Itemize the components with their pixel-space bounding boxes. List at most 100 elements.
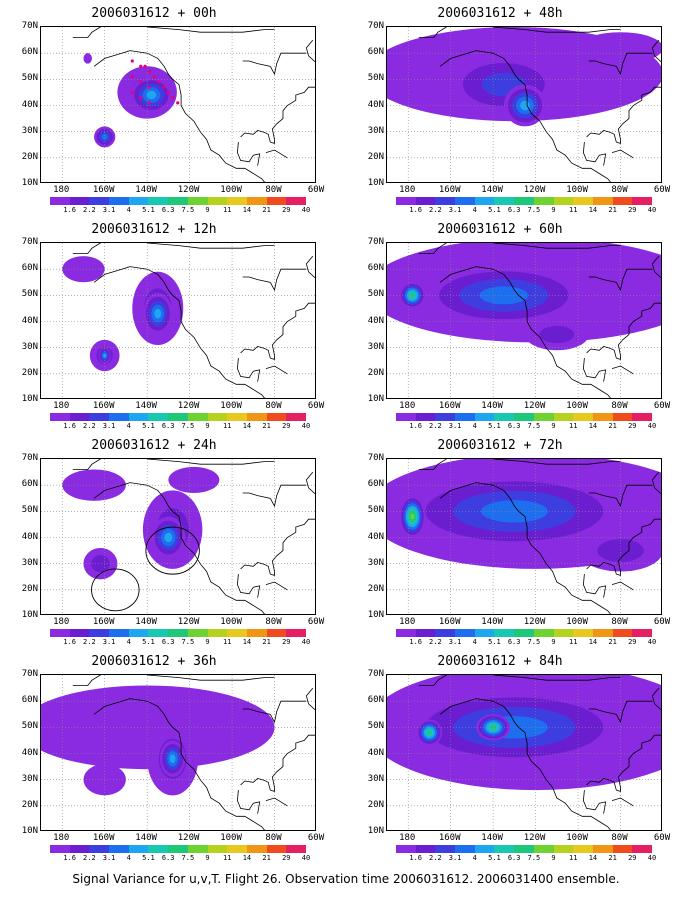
colorbar-segment xyxy=(573,413,594,421)
colorbar-segment xyxy=(592,413,613,421)
variance-shading xyxy=(481,500,548,523)
colorbar-label: 6.3 xyxy=(161,638,175,646)
coastline xyxy=(439,482,611,614)
colorbar-label: 40 xyxy=(647,422,657,430)
colorbar-segment xyxy=(514,413,535,421)
coastline xyxy=(418,243,447,254)
lon-tick-label: 160W xyxy=(438,401,461,411)
lon-tick-label: 120W xyxy=(177,401,200,411)
colorbar-segment xyxy=(494,413,515,421)
colorbar-label: 6.3 xyxy=(507,206,521,214)
lon-tick-label: 140W xyxy=(135,617,157,627)
lat-tick-label: 40N xyxy=(367,315,384,326)
lat-tick-label: 10N xyxy=(21,826,38,836)
variance-map xyxy=(41,243,315,398)
variance-shading xyxy=(597,539,644,563)
lat-tick-label: 20N xyxy=(21,583,38,594)
coastline xyxy=(72,27,101,38)
lon-tick-label: 100W xyxy=(566,617,588,627)
lon-tick-label: 160W xyxy=(92,401,115,411)
lat-tick-label: 20N xyxy=(367,151,384,162)
observation-point xyxy=(143,64,147,68)
variance-shading xyxy=(490,725,496,730)
colorbar-label: 3.1 xyxy=(102,854,116,862)
map-area xyxy=(386,674,662,831)
coastline xyxy=(586,734,661,792)
colorbar-label: 40 xyxy=(301,638,311,646)
colorbar-label: 3.1 xyxy=(448,854,462,862)
colorbar-label: 40 xyxy=(301,206,311,214)
colorbar-label: 2.2 xyxy=(83,422,96,430)
lat-tick-label: 30N xyxy=(21,773,38,784)
colorbar-segment xyxy=(207,197,228,205)
colorbar-segment xyxy=(227,629,248,637)
lon-tick-label: 120W xyxy=(523,185,546,195)
lat-tick-label: 70N xyxy=(367,237,384,247)
coastline xyxy=(236,790,261,814)
colorbar-segment xyxy=(612,413,633,421)
coastline xyxy=(493,243,621,249)
lat-tick-label: 10N xyxy=(21,394,38,404)
colorbar-label: 29 xyxy=(628,206,637,214)
colorbar-segment xyxy=(266,197,287,205)
colorbar-segment xyxy=(148,197,169,205)
map-panel: 2006031612 + 72h 70N 60N 50N 40N 30N 20N 10N 180… xyxy=(350,438,670,650)
lat-tick-label: 40N xyxy=(21,531,38,542)
lon-tick-label: 60W xyxy=(307,833,325,843)
variance-shading xyxy=(91,555,110,573)
lon-tick-label: 140W xyxy=(481,833,503,843)
colorbar-segment xyxy=(148,629,169,637)
variance-shading xyxy=(83,53,92,64)
colorbar-label: 9 xyxy=(551,854,556,862)
colorbar-label: 6.3 xyxy=(161,854,175,862)
observation-point xyxy=(147,85,151,89)
lat-tick-label: 10N xyxy=(367,826,384,836)
lat-tick-label: 20N xyxy=(21,799,38,810)
coastline xyxy=(240,734,315,792)
lon-tick-label: 180 xyxy=(399,185,416,195)
variance-map xyxy=(387,459,661,614)
panel-title: 2006031612 + 24h xyxy=(91,438,217,453)
variance-shading xyxy=(410,513,415,520)
colorbar-label: 11 xyxy=(569,422,578,430)
coastline xyxy=(611,365,634,375)
variance-shading xyxy=(427,730,432,735)
lat-tick-label: 60N xyxy=(367,479,384,490)
colorbar-label: 14 xyxy=(242,638,252,646)
lon-tick-label: 100W xyxy=(566,401,588,411)
lon-tick-label: 140W xyxy=(481,401,503,411)
lat-tick-label: 10N xyxy=(367,610,384,620)
colorbar-label: 11 xyxy=(569,206,578,214)
lat-tick-label: 10N xyxy=(21,178,38,188)
coastline xyxy=(240,302,315,360)
observation-point xyxy=(162,85,166,89)
lat-tick-label: 60N xyxy=(367,695,384,706)
lon-tick-label: 160W xyxy=(92,185,115,195)
colorbar-label: 9 xyxy=(205,854,210,862)
lat-tick-label: 40N xyxy=(367,747,384,758)
colorbar-segment xyxy=(69,197,90,205)
panel-title: 2006031612 + 84h xyxy=(437,654,563,669)
colorbar-segment xyxy=(396,629,416,637)
lat-tick-label: 30N xyxy=(367,341,384,352)
colorbar-segment xyxy=(553,629,574,637)
lat-tick-label: 20N xyxy=(367,583,384,594)
colorbar-label: 1.6 xyxy=(63,422,77,430)
colorbar-label: 14 xyxy=(588,638,598,646)
panel-title: 2006031612 + 60h xyxy=(437,222,563,237)
colorbar-label: 14 xyxy=(242,422,252,430)
colorbar-segment xyxy=(592,197,613,205)
colorbar-label: 2.2 xyxy=(83,206,96,214)
colorbar-label: 14 xyxy=(242,206,252,214)
verification-region xyxy=(145,526,200,575)
lat-tick-label: 70N xyxy=(21,21,38,31)
lon-tick-label: 100W xyxy=(220,185,242,195)
variance-map xyxy=(41,459,315,614)
colorbar-label: 1.6 xyxy=(409,638,423,646)
lat-tick-label: 60N xyxy=(367,47,384,58)
lon-tick-label: 60W xyxy=(307,617,325,627)
lat-tick-label: 30N xyxy=(21,125,38,136)
colorbar-label: 4 xyxy=(472,854,477,862)
colorbar-segment xyxy=(148,845,169,853)
variance-shading xyxy=(62,469,126,501)
